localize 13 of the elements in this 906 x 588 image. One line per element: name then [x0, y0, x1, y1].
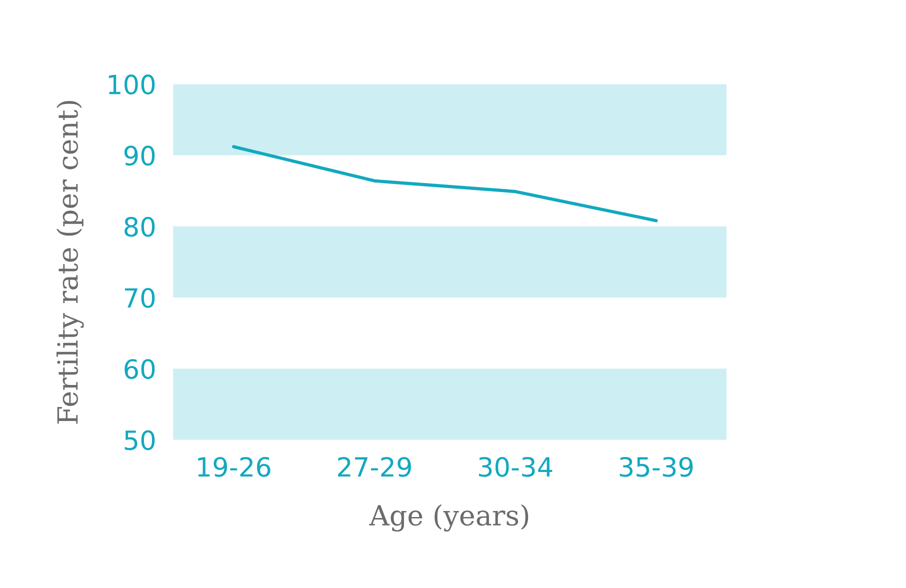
y-tick-label: 50: [124, 430, 155, 450]
line-series: [232, 145, 658, 222]
x-tick-label: 27-29: [338, 456, 411, 477]
y-tick-label: 60: [124, 359, 155, 380]
x-tick-label: 19-26: [198, 456, 270, 477]
y-tick-label: 80: [124, 216, 155, 237]
y-tick-label: 100: [108, 74, 155, 94]
x-axis-title: Age (years): [369, 504, 528, 532]
y-tick-label: 90: [124, 146, 155, 166]
x-tick-label: 30-34: [479, 456, 552, 477]
x-tick-label: 35-39: [620, 456, 693, 477]
y-axis-title: Fertility rate (per cent): [56, 101, 84, 424]
y-tick-label: 70: [124, 288, 155, 308]
